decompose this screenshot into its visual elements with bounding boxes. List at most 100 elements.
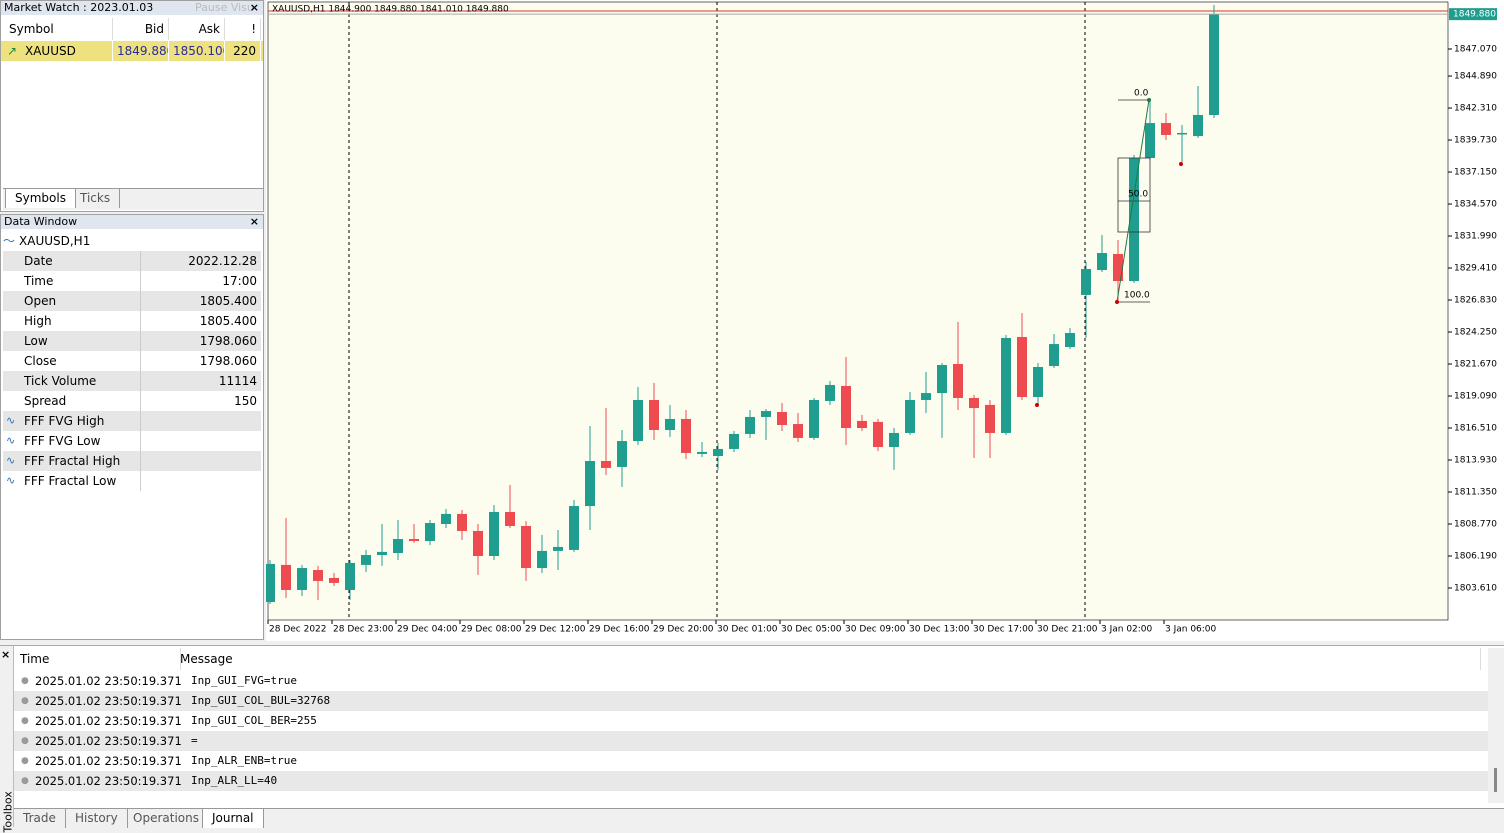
data-row: Spread 150: [3, 391, 261, 411]
data-value: [141, 411, 261, 431]
close-button[interactable]: ×: [1, 648, 11, 661]
y-tick-label: 1837.150: [1454, 168, 1497, 178]
trend-icon: ↗: [7, 44, 18, 58]
candle-body: [329, 577, 339, 583]
candle-body: [681, 418, 691, 453]
y-tick-label: 1844.890: [1454, 72, 1497, 82]
tab[interactable]: Journal: [202, 809, 264, 828]
y-tick-label: 1842.310: [1454, 104, 1497, 114]
data-window-title: Data Window: [4, 215, 78, 228]
data-label: FFF FVG Low: [3, 431, 141, 451]
y-tick-label: 1813.930: [1454, 456, 1497, 466]
candle-body: [377, 551, 387, 556]
x-tick-label: 30 Dec 21:00: [1037, 625, 1098, 635]
candle-body: [313, 570, 323, 581]
candle-body: [825, 384, 835, 401]
candle-body: [841, 385, 851, 429]
log-time: 2025.01.02 23:50:19.371: [35, 774, 182, 788]
log-time: 2025.01.02 23:50:19.371: [35, 674, 182, 688]
candle-body: [665, 418, 675, 430]
pause-label[interactable]: Pause Visu: [195, 1, 254, 14]
log-time: 2025.01.02 23:50:19.371: [35, 734, 182, 748]
toolbox-label: Toolbox: [1, 791, 15, 833]
log-row: ● 2025.01.02 23:50:19.371 Inp_ALR_ENB=true: [14, 751, 1488, 771]
candle-body: [585, 461, 595, 507]
column-header: Symbol: [5, 18, 113, 40]
data-value: 2022.12.28: [141, 251, 261, 271]
candle-body: [1145, 123, 1155, 159]
x-tick-label: 30 Dec 17:00: [973, 625, 1034, 635]
candle-body: [393, 539, 403, 554]
data-value: 11114: [141, 371, 261, 391]
cell: 1849.880: [113, 41, 169, 61]
y-tick-label: 1816.510: [1454, 424, 1497, 434]
data-label: FFF Fractal Low: [3, 471, 141, 491]
cell: 1850.100: [169, 41, 225, 61]
tab[interactable]: Trade: [14, 809, 66, 828]
log-time: 2025.01.02 23:50:19.371: [35, 714, 182, 728]
x-tick-label: 30 Dec 05:00: [781, 625, 842, 635]
fibonacci: 0.0 50.0 100.0: [1035, 89, 1183, 407]
chart-window: XAUUSD,H1 1844.900 1849.880 1841.010 184…: [266, 0, 1504, 641]
log-message: Inp_GUI_FVG=true: [191, 674, 297, 687]
candle-body: [425, 523, 435, 541]
data-row: FFF Fractal High ∿: [3, 451, 261, 471]
candle-body: [505, 511, 515, 526]
candle-body: [649, 399, 659, 430]
fib-trend: [1116, 99, 1150, 303]
y-tick-label: 1847.070: [1454, 45, 1497, 55]
x-tick-label: 29 Dec 08:00: [461, 625, 522, 635]
data-value: [141, 451, 261, 471]
candle-body: [569, 506, 579, 550]
candle-body: [1033, 366, 1043, 398]
cell: XAUUSD: [5, 41, 113, 61]
close-button[interactable]: ×: [249, 215, 259, 228]
symbol-row[interactable]: XAUUSD ↗ 1849.880 1850.100 220: [1, 41, 263, 61]
log-dot: ●: [21, 716, 29, 726]
candle-body: [489, 511, 499, 557]
fractal-low: [1115, 300, 1119, 304]
log-message: Inp_ALR_LL=40: [191, 774, 278, 787]
x-tick-label: 30 Dec 09:00: [845, 625, 906, 635]
data-value: 150: [141, 391, 261, 411]
fib-label: 100.0: [1124, 291, 1150, 301]
candle-body: [1129, 158, 1139, 282]
fib-label: 0.0: [1134, 89, 1149, 99]
scrollbar[interactable]: [1488, 648, 1504, 803]
column-header: Message: [180, 648, 1481, 670]
log-message: Inp_GUI_COL_BER=255: [191, 714, 317, 727]
tab[interactable]: Symbols: [5, 189, 76, 208]
candle-body: [297, 568, 307, 590]
tab[interactable]: Ticks: [71, 189, 121, 208]
tab[interactable]: History: [66, 809, 128, 828]
indicator-icon: ∿: [6, 474, 16, 487]
column-header: Ask: [169, 18, 225, 40]
y-tick-label: 1803.610: [1454, 584, 1497, 594]
y-tick-label: 1829.410: [1454, 264, 1497, 274]
candle-body: [809, 399, 819, 438]
log-time: 2025.01.02 23:50:19.371: [35, 694, 182, 708]
data-value: 1805.400: [141, 311, 261, 331]
fractal-low: [1179, 162, 1183, 166]
indicator-icon: ∿: [6, 454, 16, 467]
market-watch: Market Watch : 2023.01.03 Pause Visu × Sym…: [0, 0, 264, 212]
close-button[interactable]: ×: [249, 1, 259, 14]
candle-body: [1049, 344, 1059, 367]
x-tick-label: 29 Dec 12:00: [525, 625, 586, 635]
candle-body: [1001, 337, 1011, 433]
data-label: Spread: [3, 391, 141, 411]
candle-body: [361, 555, 371, 565]
log-message: =: [191, 734, 198, 747]
candle-body: [1113, 254, 1123, 282]
log-dot: ●: [21, 676, 29, 686]
data-row: High 1805.400: [3, 311, 261, 331]
log-message: Inp_GUI_COL_BUL=32768: [191, 694, 331, 707]
data-row: Tick Volume 11114: [3, 371, 261, 391]
market-watch-header: Symbol Bid Ask!: [1, 18, 263, 40]
data-value: 1798.060: [141, 351, 261, 371]
toolbox: × Toolbox Time Message ● 2025.01.02 23:50:…: [0, 645, 1504, 833]
scroll-thumb[interactable]: [1494, 768, 1497, 792]
y-tick-label: 1806.190: [1454, 552, 1497, 562]
x-tick-label: 30 Dec 01:00: [717, 625, 778, 635]
tab[interactable]: Operations: [124, 809, 209, 828]
